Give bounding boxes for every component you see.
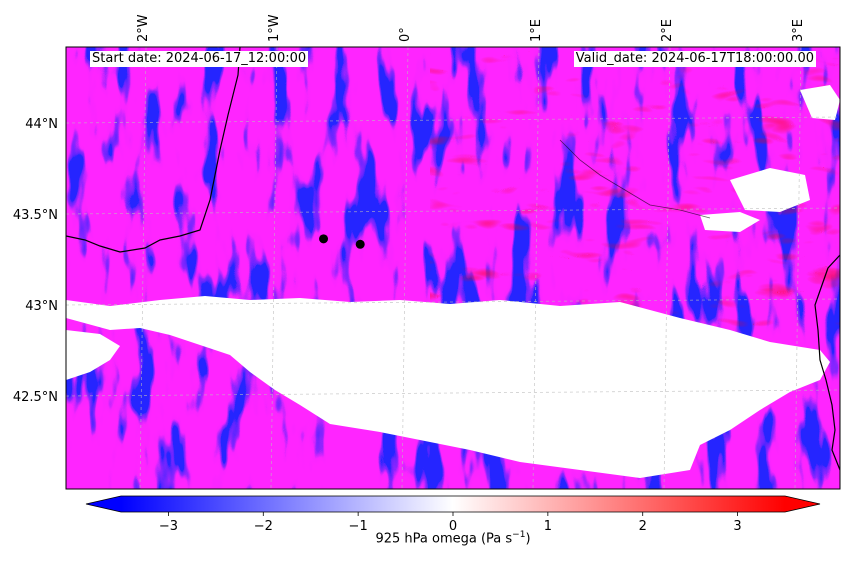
latitude-labels: 44°N 43.5°N 43°N 42.5°N (13, 117, 58, 405)
map-frame (65, 46, 841, 490)
missing-data-region-west (66, 330, 120, 380)
longitude-label: 2°E (660, 19, 675, 42)
missing-data-region (66, 296, 830, 478)
colorbar-label: 925 hPa omega (Pa s−1) (0, 530, 850, 546)
colorbar-tick-label: 0 (449, 519, 457, 534)
colorbar-outline (85, 495, 821, 513)
station-marker (319, 234, 329, 244)
colorbar-tick-label: 3 (733, 519, 741, 534)
colorbar-ticks: −3 −2 −1 0 1 2 3 (159, 512, 742, 534)
colorbar-tick-label: 2 (639, 519, 647, 534)
colorbar-body (121, 496, 785, 512)
longitude-label: 3°E (791, 19, 806, 42)
longitude-labels: 2°W 1°W 0° 1°E 2°E 3°E (136, 14, 806, 42)
colorbar-tick-label: −3 (159, 519, 178, 534)
longitude-label: 1°E (529, 19, 544, 42)
colorbar-tick-label: −2 (254, 519, 273, 534)
latitude-label: 42.5°N (13, 390, 58, 405)
start-date-label: Start date: 2024-06-17_12:00:00 (90, 51, 309, 67)
colorbar-extend-right (785, 496, 820, 512)
lon-gridline (401, 47, 409, 489)
longitude-label: 0° (398, 27, 413, 42)
map-plot-area (66, 47, 840, 489)
latitude-label: 43°N (25, 299, 58, 314)
longitude-label: 2°W (136, 14, 151, 42)
colorbar-extend-left (86, 496, 121, 512)
colorbar-tick-label: −1 (349, 519, 368, 534)
lon-gridline (794, 47, 802, 489)
lon-gridline (139, 47, 147, 489)
longitude-label: 1°W (267, 14, 282, 42)
east-coastline (814, 254, 840, 471)
colorbar-label-suffix: ) (525, 531, 531, 547)
colorbar-label-exponent: −1 (512, 530, 526, 540)
colorbar: −3 −2 −1 0 1 2 3 (85, 495, 821, 534)
latitude-label: 43.5°N (13, 208, 58, 223)
missing-data-region-east (730, 168, 810, 212)
missing-data-region-top (800, 85, 840, 120)
station-marker (355, 239, 365, 249)
station-markers (319, 234, 365, 249)
valid-date-label: Valid_date: 2024-06-17T18:00:00.00 (573, 51, 816, 67)
lon-gridline (663, 47, 671, 489)
gridlines (66, 47, 840, 489)
lon-gridline (532, 47, 540, 489)
lon-gridline (270, 47, 278, 489)
colorbar-label-text: 925 hPa omega (Pa s (375, 531, 513, 547)
missing-data-region-east2 (700, 212, 760, 232)
coastline (66, 47, 241, 253)
latitude-label: 44°N (25, 117, 58, 132)
border-line (559, 139, 711, 219)
colorbar-tick-label: 1 (544, 519, 552, 534)
